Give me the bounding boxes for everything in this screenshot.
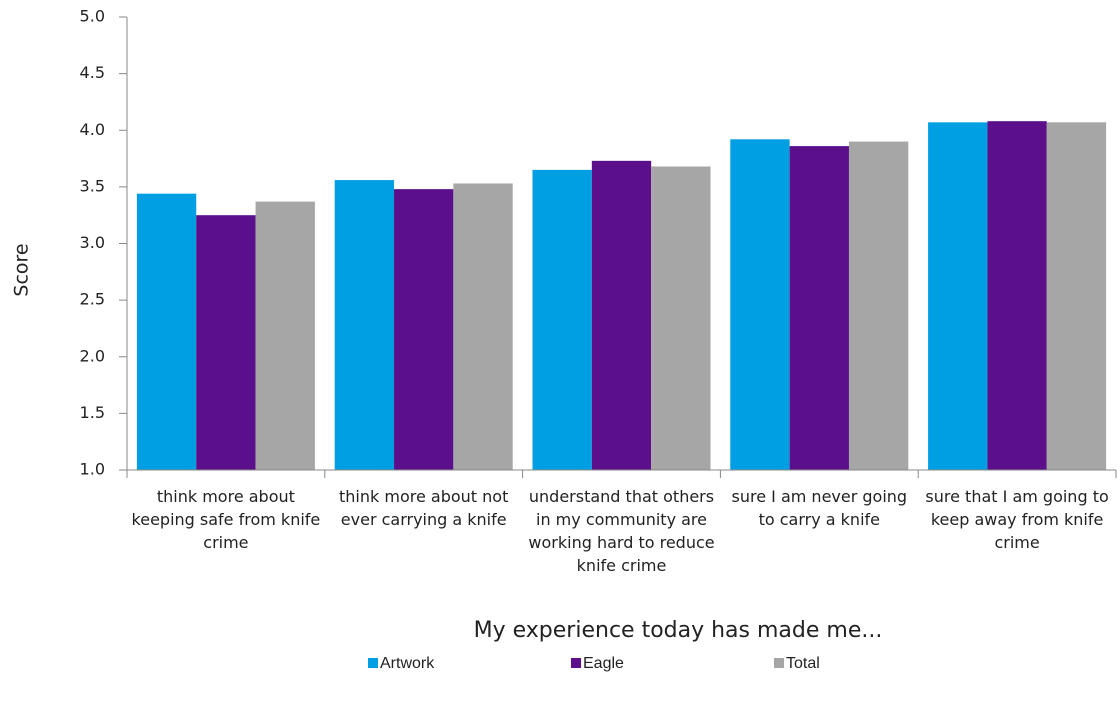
y-tick-label: 3.0 (80, 233, 105, 252)
bar (848, 141, 909, 470)
legend-label: Total (786, 655, 820, 672)
y-tick-label: 1.5 (80, 403, 105, 422)
bar (730, 139, 790, 470)
bar (334, 180, 395, 470)
y-axis-label: Score (11, 243, 33, 296)
bar (255, 201, 315, 470)
bar (1046, 122, 1107, 470)
x-tick-label: understand that others in my community a… (528, 487, 715, 575)
bar (987, 121, 1047, 470)
bar (789, 146, 849, 471)
x-tick-label: sure I am never going to carry a knife (731, 487, 908, 529)
y-tick-label: 5.0 (80, 7, 105, 26)
y-tick-label: 2.0 (80, 346, 105, 365)
bar (394, 189, 454, 470)
bar (651, 166, 711, 471)
bar (928, 122, 988, 470)
y-tick-label: 4.0 (80, 120, 105, 139)
x-axis-label: My experience today has made me... (474, 618, 883, 643)
bar (196, 215, 256, 470)
bar (591, 160, 652, 470)
legend-swatch (774, 658, 784, 668)
x-tick-label: sure that I am going to keep away from k… (925, 487, 1109, 552)
legend-label: Eagle (583, 655, 624, 672)
bar (136, 193, 197, 471)
y-tick-label: 3.5 (80, 176, 105, 195)
y-tick-label: 2.5 (80, 290, 105, 309)
legend-swatch (368, 658, 378, 668)
legend-swatch (571, 658, 581, 668)
y-tick-label: 1.0 (80, 460, 105, 479)
x-tick-label: think more about not ever carrying a kni… (339, 487, 509, 529)
bar (453, 183, 513, 471)
y-tick-label: 4.5 (80, 63, 105, 82)
bar (532, 169, 592, 470)
x-tick-label: think more about keeping safe from knife… (131, 487, 321, 552)
legend-label: Artwork (380, 655, 435, 672)
